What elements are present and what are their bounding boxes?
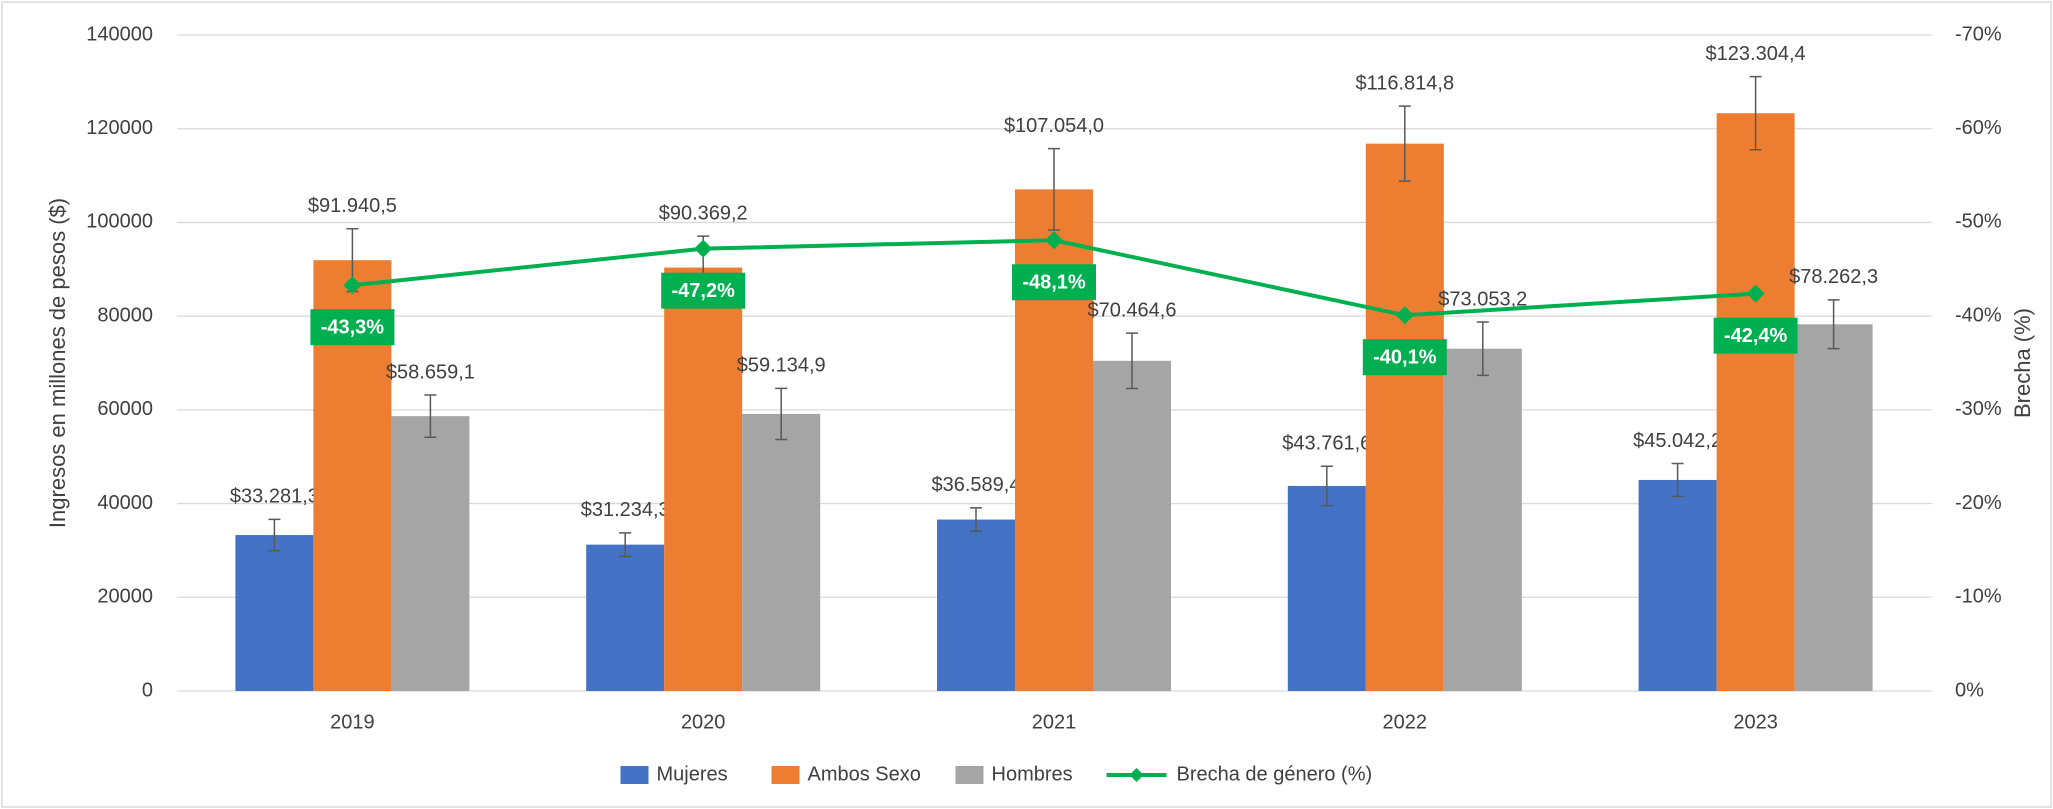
y2-tick-label: -20% <box>1955 492 2002 514</box>
line-marker <box>343 276 362 295</box>
error-bar <box>1476 321 1489 377</box>
bar <box>937 519 1015 691</box>
x-tick-label: 2022 <box>1383 711 1428 733</box>
data-label: $36.589,4 <box>932 474 1021 496</box>
error-bar <box>1320 465 1333 507</box>
y2-tick-label: -30% <box>1955 398 2002 420</box>
y2-tick-label: -40% <box>1955 304 2002 326</box>
y2-tick-label: 0% <box>1955 679 1984 701</box>
y-tick-label: 20000 <box>97 586 153 608</box>
bar <box>391 416 470 691</box>
y2-tick-label: -50% <box>1955 211 2002 233</box>
bar <box>1287 485 1366 691</box>
data-label: $73.053,2 <box>1438 288 1527 310</box>
data-label-box <box>1362 339 1447 376</box>
data-label-box <box>1012 264 1096 301</box>
error-bar <box>1048 147 1060 231</box>
bar <box>1638 479 1717 691</box>
data-label: $90.369,2 <box>659 202 748 224</box>
x-tick-label: 2023 <box>1733 711 1778 733</box>
line-marker <box>1746 284 1765 303</box>
bar <box>664 267 743 691</box>
data-label: $59.134,9 <box>737 355 826 377</box>
error-bar <box>268 518 281 552</box>
line-marker <box>1045 231 1063 250</box>
error-bar <box>1827 299 1840 350</box>
data-label: $58.659,1 <box>386 361 475 383</box>
data-label: $70.464,6 <box>1088 299 1177 321</box>
y-tick-label: 80000 <box>97 304 153 326</box>
legend-label: Ambos Sexo <box>808 763 921 785</box>
bar <box>586 544 665 691</box>
bar <box>1365 143 1444 691</box>
legend-swatch <box>620 766 649 784</box>
error-bar <box>619 532 632 558</box>
legend-label: Hombres <box>992 763 1073 785</box>
x-tick-label: 2020 <box>681 711 726 733</box>
x-tick-label: 2019 <box>330 711 375 733</box>
data-label: -48,1% <box>1022 272 1086 294</box>
error-bar <box>424 394 437 438</box>
y2-tick-label: -60% <box>1955 117 2002 139</box>
error-bar <box>775 387 788 441</box>
error-bar <box>1671 462 1684 498</box>
y2-axis-title: Brecha (%) <box>2010 308 2035 418</box>
line-marker <box>1395 306 1414 325</box>
data-label: $33.281,3 <box>230 486 319 508</box>
legend-label: Brecha de género (%) <box>1177 763 1373 785</box>
legend-swatch <box>1129 768 1144 782</box>
data-label: $45.042,2 <box>1633 430 1722 452</box>
y-tick-label: 40000 <box>97 492 153 514</box>
y-axis-title: Ingresos en millones de pesos ($) <box>45 198 70 528</box>
legend-label: Mujeres <box>657 763 728 785</box>
y2-tick-label: -10% <box>1955 586 2002 608</box>
y-tick-label: 140000 <box>86 23 153 45</box>
y-tick-label: 0 <box>142 679 153 701</box>
data-label: -42,4% <box>1724 325 1788 347</box>
error-bar <box>1749 75 1762 151</box>
y2-tick-label: -70% <box>1955 23 2002 45</box>
line-marker <box>694 239 713 258</box>
data-label: $107.054,0 <box>1004 115 1104 137</box>
data-label: -40,1% <box>1373 346 1437 368</box>
y-tick-label: 120000 <box>86 117 153 139</box>
error-bar <box>970 507 982 533</box>
data-label: $116.814,8 <box>1355 72 1454 94</box>
data-label-box <box>661 272 746 309</box>
y-tick-label: 100000 <box>86 211 153 233</box>
data-label: -43,3% <box>321 316 385 338</box>
data-label: -47,2% <box>672 280 736 302</box>
x-tick-label: 2021 <box>1032 711 1077 733</box>
bar <box>1093 360 1171 691</box>
y-tick-label: 60000 <box>97 398 153 420</box>
data-label: $43.761,6 <box>1282 433 1371 455</box>
error-bar <box>1126 332 1138 390</box>
data-label-box <box>1713 317 1798 354</box>
bar <box>742 413 821 691</box>
bar <box>235 535 314 691</box>
bar <box>1716 113 1795 691</box>
data-label: $123.304,4 <box>1706 43 1806 65</box>
data-label-box <box>310 309 395 346</box>
data-label: $31.234,3 <box>581 499 670 521</box>
error-bar <box>1398 105 1411 182</box>
legend-swatch <box>771 766 800 784</box>
bar <box>1443 348 1522 691</box>
data-label: $78.262,3 <box>1789 266 1878 288</box>
legend-swatch <box>955 766 984 784</box>
bar <box>1794 324 1873 691</box>
data-label: $91.940,5 <box>308 195 397 217</box>
